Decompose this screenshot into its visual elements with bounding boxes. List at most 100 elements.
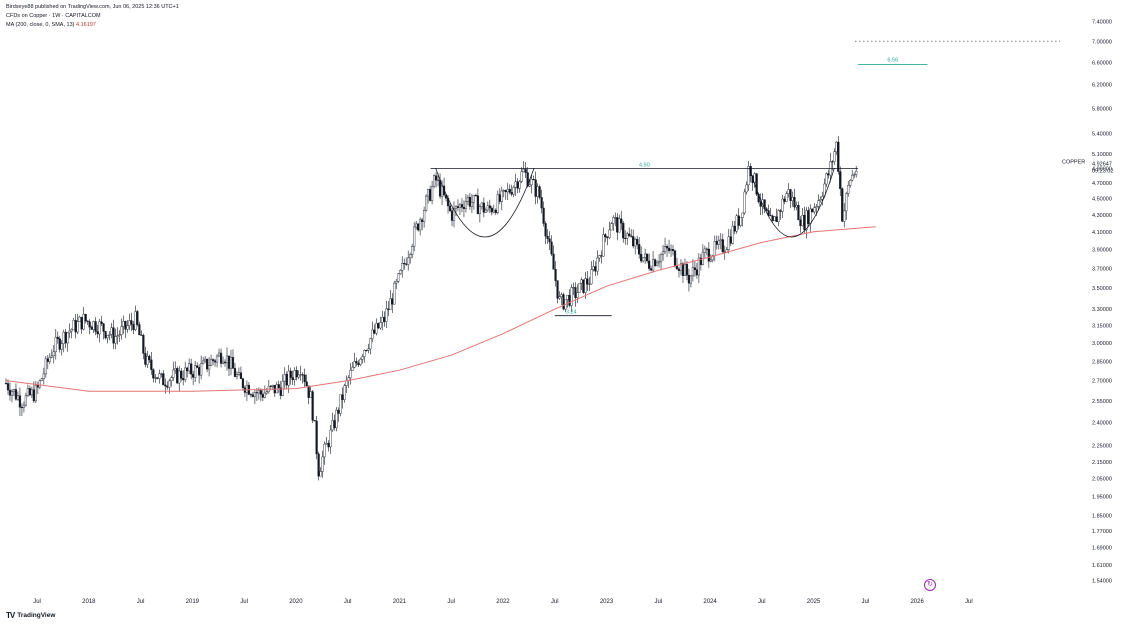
candle[interactable] <box>22 401 26 413</box>
candle[interactable] <box>78 315 81 322</box>
candle[interactable] <box>632 229 635 249</box>
candle[interactable] <box>568 289 571 308</box>
candle[interactable] <box>138 321 141 336</box>
candle[interactable] <box>122 315 125 334</box>
candle[interactable] <box>162 370 165 386</box>
candle[interactable] <box>653 258 657 267</box>
candle[interactable] <box>329 424 332 454</box>
candle[interactable] <box>74 314 77 339</box>
candle[interactable] <box>809 204 812 232</box>
candle[interactable] <box>82 306 85 331</box>
candle[interactable] <box>275 381 278 394</box>
candle[interactable] <box>170 375 173 387</box>
candle[interactable] <box>18 387 22 416</box>
candle[interactable] <box>313 419 316 422</box>
candle[interactable] <box>709 254 712 263</box>
candle[interactable] <box>496 190 499 215</box>
candle[interactable] <box>538 184 541 200</box>
candle[interactable] <box>289 367 292 385</box>
candle[interactable] <box>166 381 169 390</box>
candle[interactable] <box>90 325 93 330</box>
candle[interactable] <box>223 359 227 367</box>
candle[interactable] <box>540 189 543 214</box>
candle[interactable] <box>584 272 587 299</box>
candle[interactable] <box>707 242 710 268</box>
candle[interactable] <box>299 365 302 381</box>
candle[interactable] <box>10 389 14 403</box>
candle[interactable] <box>321 450 324 478</box>
candle[interactable] <box>198 364 201 384</box>
candle[interactable] <box>387 301 390 317</box>
candle[interactable] <box>333 414 336 431</box>
candle[interactable] <box>610 221 613 231</box>
candle[interactable] <box>421 217 424 231</box>
candle[interactable] <box>791 191 794 207</box>
candle[interactable] <box>765 206 768 212</box>
candle[interactable] <box>347 375 350 388</box>
candle[interactable] <box>202 357 205 365</box>
candle[interactable] <box>50 349 53 359</box>
candle[interactable] <box>458 202 462 216</box>
candle[interactable] <box>46 354 49 370</box>
candle[interactable] <box>182 370 185 386</box>
candle[interactable] <box>84 313 87 324</box>
candle[interactable] <box>154 374 157 383</box>
candle[interactable] <box>237 367 241 376</box>
candle[interactable] <box>544 221 547 244</box>
candle[interactable] <box>785 191 788 203</box>
candle[interactable] <box>62 329 65 353</box>
candle[interactable] <box>323 441 326 465</box>
candle[interactable] <box>566 294 569 308</box>
candle[interactable] <box>281 374 284 397</box>
candle[interactable] <box>646 253 649 264</box>
candle[interactable] <box>608 221 611 240</box>
candle[interactable] <box>92 320 95 334</box>
candle[interactable] <box>124 320 127 339</box>
candle[interactable] <box>739 217 742 228</box>
candle[interactable] <box>295 366 298 381</box>
candle[interactable] <box>771 214 774 223</box>
candle[interactable] <box>76 313 79 335</box>
candle[interactable] <box>594 261 597 276</box>
candle[interactable] <box>532 175 535 181</box>
candle[interactable] <box>598 254 601 262</box>
candle[interactable] <box>681 261 685 283</box>
candle[interactable] <box>429 185 432 202</box>
candle[interactable] <box>365 349 368 352</box>
candle[interactable] <box>213 358 217 367</box>
candle[interactable] <box>104 330 107 340</box>
candle[interactable] <box>628 227 631 237</box>
candle[interactable] <box>697 253 700 284</box>
candle[interactable] <box>494 208 497 216</box>
time-axis[interactable]: Jul 2018 Jul 2019 Jul 2020 Jul 2021 Jul 2022 Jul 20… <box>33 599 972 605</box>
candle[interactable] <box>98 318 101 343</box>
candle[interactable] <box>516 178 519 194</box>
candle[interactable] <box>377 322 380 330</box>
candle[interactable] <box>253 389 256 404</box>
candle[interactable] <box>28 385 31 397</box>
candle[interactable] <box>227 355 231 377</box>
candle[interactable] <box>464 193 468 213</box>
candle[interactable] <box>116 327 119 345</box>
cup-arc[interactable] <box>749 168 835 238</box>
candle[interactable] <box>434 172 438 188</box>
candle[interactable] <box>669 244 673 258</box>
candle[interactable] <box>72 317 75 330</box>
candle[interactable] <box>821 191 824 206</box>
candle[interactable] <box>425 194 428 212</box>
candle[interactable] <box>393 280 396 305</box>
candle[interactable] <box>733 221 736 235</box>
candle[interactable] <box>488 199 491 213</box>
candle[interactable] <box>48 353 51 364</box>
candle[interactable] <box>60 340 63 356</box>
candle[interactable] <box>389 290 392 310</box>
candle[interactable] <box>367 343 370 354</box>
candle[interactable] <box>576 284 579 303</box>
candle[interactable] <box>677 267 681 278</box>
candle[interactable] <box>12 388 16 397</box>
candle[interactable] <box>251 391 254 398</box>
candle[interactable] <box>140 330 143 336</box>
candle[interactable] <box>480 202 483 210</box>
